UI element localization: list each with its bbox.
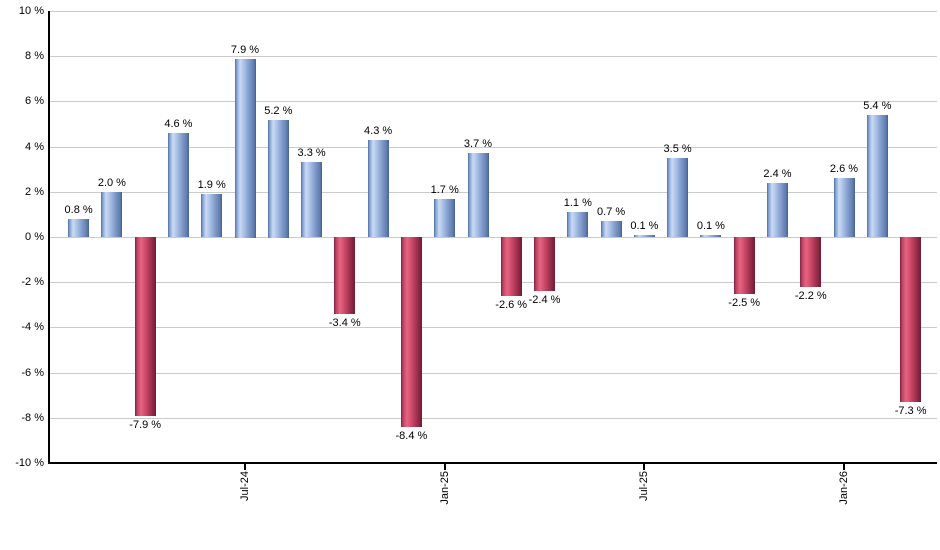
- y-axis-tick-label: 6 %: [25, 95, 44, 107]
- bar-value-label: 0.1 %: [696, 219, 725, 232]
- x-axis-tick: [244, 463, 246, 470]
- bar-positive: [167, 133, 189, 237]
- bar-negative: [534, 237, 555, 291]
- bar-negative: [733, 237, 755, 294]
- bar-value-label: 0.7 %: [597, 206, 626, 219]
- x-axis-tick: [643, 463, 646, 470]
- bar-value-label: 5.2 %: [264, 104, 293, 117]
- gridline: [50, 101, 937, 102]
- x-axis-tick: [443, 463, 446, 470]
- bar-value-label: 0.1 %: [630, 219, 659, 232]
- x-axis-tick-label: Jan-25: [438, 471, 451, 505]
- bar-value-label: -2.2 %: [794, 289, 827, 302]
- bar-value-label: 4.6 %: [164, 118, 193, 130]
- y-axis-tick-label: 10 %: [18, 5, 44, 17]
- bar-value-label: 3.3 %: [297, 147, 326, 160]
- bar-value-label: -7.9 %: [129, 418, 162, 431]
- y-axis-tick-label: -4 %: [21, 321, 44, 333]
- bar-positive: [567, 212, 589, 238]
- bar-value-label: 1.9 %: [197, 179, 226, 192]
- bar-negative: [334, 237, 356, 314]
- x-axis-tick-label: Jan-26: [838, 471, 850, 505]
- gridline: [50, 192, 937, 193]
- bar-positive: [367, 139, 389, 237]
- bar-value-label: -7.3 %: [894, 405, 927, 417]
- bar-positive: [434, 198, 456, 237]
- gridline: [50, 56, 937, 57]
- bar-positive: [633, 234, 655, 237]
- bar-positive: [68, 218, 90, 237]
- bar-value-label: 5.4 %: [863, 100, 892, 112]
- bar-value-label: -2.5 %: [728, 296, 761, 309]
- bar-value-label: 2.4 %: [763, 167, 792, 180]
- gridline: [50, 418, 937, 419]
- gridline: [50, 237, 937, 238]
- bar-value-label: 2.0 %: [97, 176, 126, 189]
- bar-negative: [134, 237, 156, 416]
- y-axis-tick-label: -10 %: [15, 457, 44, 469]
- bar-value-label: 2.6 %: [829, 163, 859, 176]
- bar-positive: [234, 58, 256, 238]
- bar-value-label: 4.3 %: [364, 124, 393, 137]
- y-axis-line: [48, 11, 50, 464]
- gridline: [50, 327, 937, 328]
- gridline: [50, 373, 937, 374]
- bar-positive: [201, 194, 223, 238]
- y-axis-tick-label: 2 %: [25, 186, 44, 198]
- bar-positive: [467, 153, 489, 238]
- bar-value-label: 3.5 %: [663, 142, 692, 155]
- bar-negative: [500, 237, 522, 296]
- bar-positive: [600, 221, 622, 238]
- bar-value-label: -3.4 %: [328, 316, 361, 329]
- bar-positive: [667, 157, 689, 237]
- y-axis-tick-label: -2 %: [21, 276, 44, 288]
- y-axis-tick-label: 4 %: [25, 141, 44, 153]
- bar-positive: [700, 234, 722, 237]
- bar-value-label: -2.4 %: [528, 294, 561, 307]
- bar-negative: [800, 237, 822, 287]
- gridline: [50, 282, 937, 283]
- gridline: [50, 11, 937, 12]
- x-axis-line: [48, 462, 937, 464]
- bar-negative: [400, 237, 422, 427]
- bar-value-label: 7.9 %: [230, 43, 260, 56]
- bar-value-label: 1.1 %: [563, 197, 592, 210]
- y-axis-tick-label: -6 %: [21, 367, 44, 379]
- bar-positive: [101, 191, 123, 237]
- bar-value-label: 3.7 %: [463, 138, 493, 151]
- bar-value-label: -8.4 %: [395, 429, 428, 442]
- bar-value-label: 0.8 %: [64, 203, 93, 216]
- y-axis-tick-label: -8 %: [21, 412, 44, 424]
- bar-value-label: 1.7 %: [430, 183, 459, 196]
- x-axis-tick: [843, 463, 845, 470]
- y-axis-tick-label: 8 %: [25, 50, 44, 62]
- bar-negative: [900, 237, 922, 402]
- bar-positive: [267, 119, 289, 238]
- x-axis-tick-label: Jul-25: [638, 471, 651, 501]
- bar-positive: [833, 178, 855, 238]
- y-axis-tick-label: 0 %: [25, 231, 44, 243]
- bar-positive: [767, 182, 788, 237]
- bar-positive: [301, 162, 323, 238]
- bar-positive: [866, 115, 888, 237]
- gridline: [50, 147, 937, 148]
- bar-value-label: -2.6 %: [495, 298, 528, 311]
- x-axis-tick-label: Jul-24: [239, 471, 251, 501]
